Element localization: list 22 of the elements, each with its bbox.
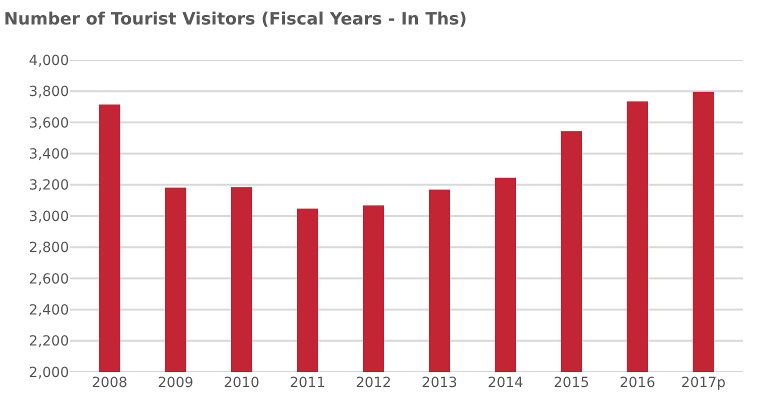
x-tick-label: 2015 (554, 375, 590, 391)
chart-title: Number of Tourist Visitors (Fiscal Years - In Ths) (4, 9, 467, 30)
y-tick-label: 3,000 (28, 208, 69, 225)
y-tick-label: 3,800 (28, 84, 69, 100)
x-tick-label: 2012 (356, 375, 392, 391)
x-tick-label: 2008 (92, 375, 128, 391)
y-tick-label: 2,600 (28, 271, 69, 288)
x-tick-label: 2016 (620, 375, 656, 391)
y-tick-label: 4,000 (28, 52, 69, 69)
x-tick-label: 2014 (488, 375, 524, 391)
x-tick-label: 2017p (681, 375, 726, 391)
x-tick-label: 2013 (422, 375, 458, 391)
y-tick-label: 2,800 (28, 240, 69, 256)
x-tick-label: 2009 (158, 375, 194, 391)
y-tick-label: 3,600 (28, 115, 69, 132)
y-tick-label: 2,000 (28, 364, 69, 381)
x-tick-label: 2010 (224, 375, 260, 391)
y-tick-label: 2,200 (28, 334, 69, 350)
y-tick-label: 3,200 (28, 178, 69, 194)
y-tick-label: 3,400 (28, 146, 69, 162)
y-tick-label: 2,400 (28, 302, 69, 318)
x-tick-label: 2011 (290, 375, 326, 391)
